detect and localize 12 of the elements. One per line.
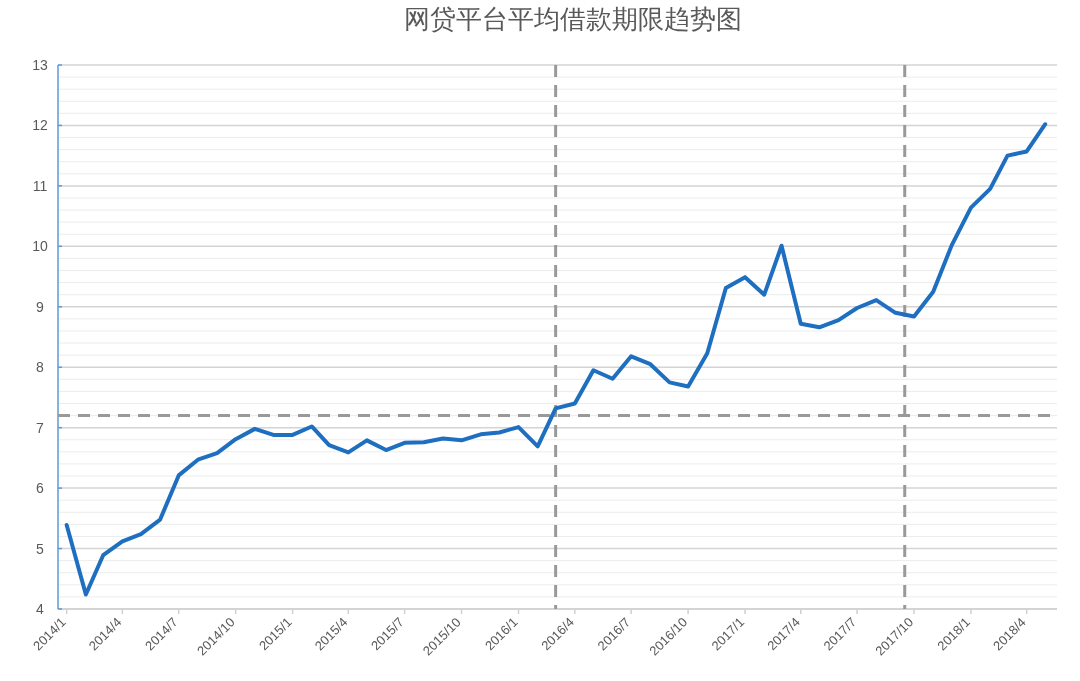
y-tick-label: 8 [36,359,45,376]
y-tick-label: 4 [36,601,45,617]
y-tick-label: 5 [36,540,45,557]
y-tick-label: 7 [36,419,45,436]
y-tick-label: 11 [32,177,48,194]
line-series [64,122,1048,597]
y-tick-label: 10 [32,238,48,255]
y-tick-label: 13 [32,57,48,73]
y-tick-label: 9 [36,298,45,315]
y-tick-label: 12 [32,117,48,134]
chart-title: 网贷平台平均借款期限趋势图 [403,4,742,34]
y-tick-label: 6 [36,480,45,497]
